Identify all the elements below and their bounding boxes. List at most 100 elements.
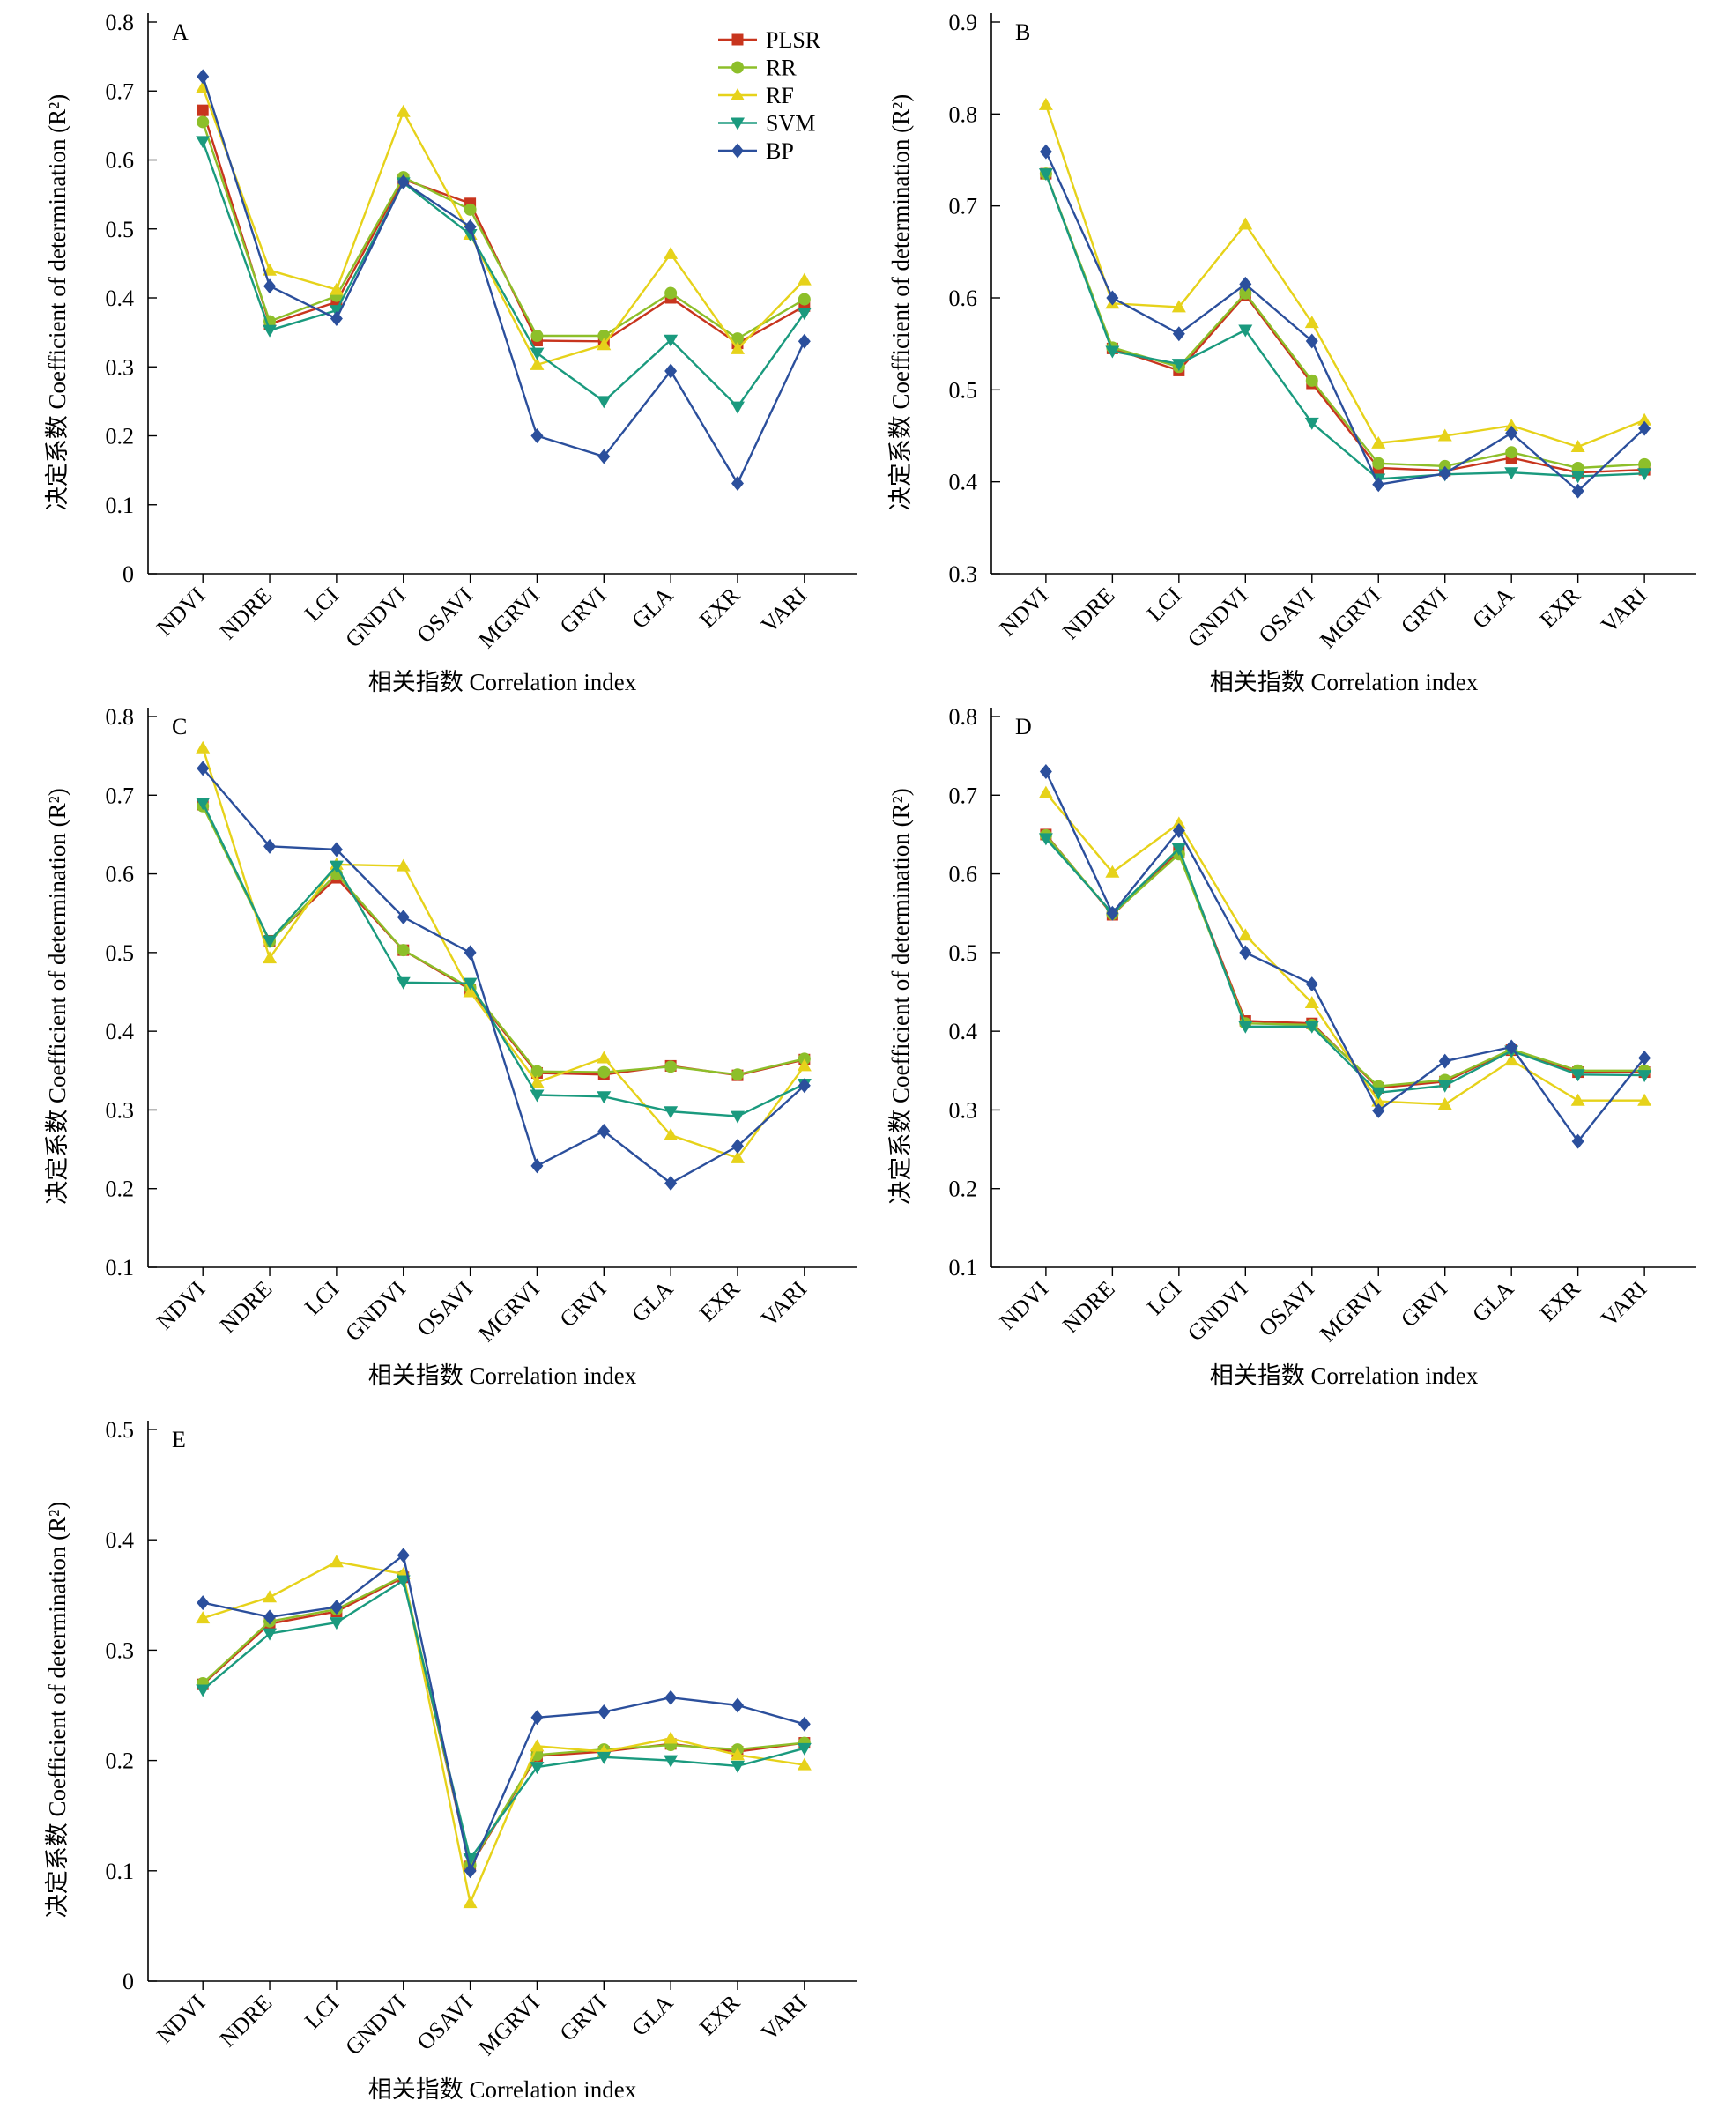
series-line-bp [1044,770,1646,1143]
y-tick-label: 0.6 [106,148,135,174]
data-point-svm [1238,1021,1253,1034]
data-point-rf [1570,1093,1585,1106]
data-point-bp [1106,290,1119,306]
legend-label-plsr: PLSR [766,27,821,53]
data-point-bp [263,278,277,294]
data-point-rr [664,1060,678,1073]
series-line-plsr [202,804,805,1077]
panel-label: A [172,19,189,45]
data-point-rf [664,246,679,259]
y-tick-label: 0.4 [106,1527,135,1553]
x-tick-label: VARI [1596,583,1651,638]
x-tick-label: GNDVI [340,583,411,653]
panel-label: D [1015,714,1032,739]
series-line-rf [202,1560,805,1904]
data-point-svm [797,1742,812,1756]
data-point-rf [1238,928,1253,941]
x-tick-label: LCI [300,1990,344,2034]
data-point-rf [530,1075,545,1088]
y-tick-label: 0.7 [106,783,135,808]
x-tick-label: OSAVI [1254,1276,1319,1341]
data-point-bp [1239,276,1252,292]
data-point-plsr [197,104,209,116]
x-tick-label: VARI [1596,1276,1651,1332]
data-point-rr [597,1065,611,1079]
data-point-bp [397,1548,410,1563]
x-tick-label: LCI [300,1276,344,1320]
data-point-rr [1372,457,1385,470]
data-point-bp [530,1158,544,1174]
y-tick-label: 0.7 [106,78,135,104]
series-line-bp [202,76,805,485]
data-point-svm [1570,1069,1585,1082]
data-point-svm [1171,359,1186,372]
x-tick-label: EXR [1535,1275,1586,1326]
series-line-svm [1045,837,1645,1095]
data-point-rf [797,272,812,286]
data-point-bp [731,1139,744,1154]
data-point-bp [263,838,277,854]
x-tick-label: GNDVI [340,1276,411,1347]
data-point-bp [798,1716,811,1732]
data-point-svm [1171,843,1186,856]
x-tick-label: NDVI [995,1276,1053,1334]
data-point-bp [1438,1053,1451,1069]
x-tick-label: NDVI [995,583,1053,641]
data-point-rf [1038,785,1053,798]
legend-label-rf: RF [766,83,794,108]
data-point-svm [730,1110,745,1124]
y-tick-label: 0.1 [106,493,135,518]
x-tick-label: GLA [1467,583,1518,634]
data-point-bp [1438,465,1451,481]
x-tick-label: GLA [1467,1276,1518,1327]
chart-panel: 0 0.1 0.2 0.3 0.4 0.5 0.6 0.7 0.8 NDVI NDRE LCIGNDV… [44,10,857,695]
data-point-svm [597,1751,612,1764]
y-tick-label: 0.3 [106,354,135,380]
data-point-bp [1372,477,1385,493]
legend-label-bp: BP [766,138,794,164]
data-point-bp [1571,483,1584,499]
data-point-svm [463,977,478,991]
x-tick-label: OSAVI [412,583,478,648]
legend-label-rr: RR [766,56,797,81]
y-tick-label: 0 [122,1969,134,1994]
data-point-rr [397,944,410,957]
data-point-svm [664,334,679,347]
x-tick-label: GRVI [555,1276,612,1333]
y-tick-label: 0.3 [949,1097,978,1123]
x-tick-label: GNDVI [1183,1276,1253,1347]
x-tick-label: NDVI [152,1276,210,1334]
y-tick-label: 0 [122,561,134,587]
data-point-svm [530,347,545,360]
y-tick-label: 0.2 [106,1748,135,1774]
x-axis-title: 相关指数 Correlation index [368,2076,637,2103]
data-point-rf [1105,865,1120,878]
data-point-svm [396,976,411,990]
data-point-rf [396,104,411,117]
series-line-rr [202,122,805,340]
data-point-rf [396,858,411,872]
y-tick-label: 0.4 [106,1019,135,1044]
series-line-plsr [1044,173,1645,474]
data-point-rf [1437,428,1452,442]
data-point-rf [263,1590,278,1603]
x-tick-label: GNDVI [340,1990,411,2060]
data-point-rf [1038,97,1053,110]
y-axis-title: 决定系数 Coefficient of determination (R²) [887,94,914,511]
x-tick-label: VARI [756,1276,812,1332]
data-point-rf [1437,1097,1452,1110]
x-tick-label: LCI [1142,583,1186,627]
series-line-plsr [202,109,805,345]
x-tick-label: VARI [756,583,812,638]
data-point-svm [1504,467,1519,480]
series-line-rf [202,86,805,367]
data-point-bp [664,363,678,379]
data-point-rf [797,1757,812,1771]
y-tick-label: 0.7 [949,194,978,219]
data-point-rf [730,1748,745,1761]
panel-label: B [1015,19,1030,45]
data-point-bp [798,1078,811,1094]
